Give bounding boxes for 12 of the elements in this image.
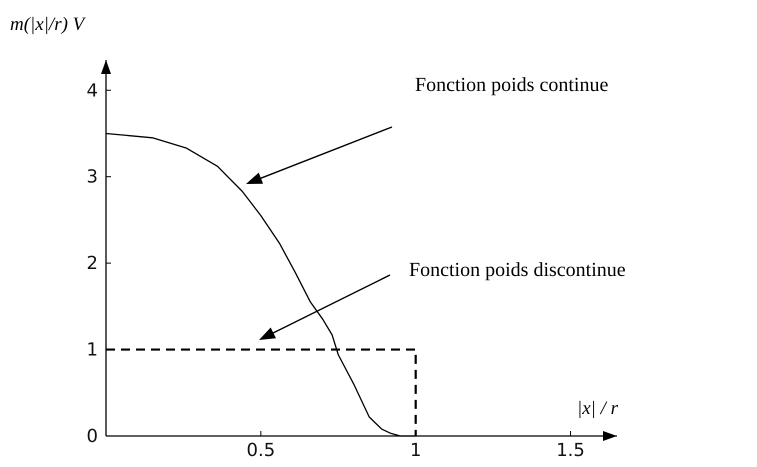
y-tick-label: 4 xyxy=(86,80,98,102)
y-tick-label: 0 xyxy=(86,426,98,447)
x-axis-title: |x| / r xyxy=(577,398,619,419)
y-tick-label: 2 xyxy=(86,253,98,274)
y-tick-label: 1 xyxy=(86,340,98,361)
y-tick-label: 3 xyxy=(86,166,98,188)
x-tick-label: 0.5 xyxy=(246,440,276,461)
x-tick-label: 1.5 xyxy=(556,440,585,461)
x-tick-label: 1 xyxy=(410,440,422,461)
annotation: Fonction poids discontinue xyxy=(409,259,626,281)
y-axis-title: m(|x|/r) V xyxy=(10,14,87,35)
annotation: Fonction poids continue xyxy=(415,74,608,96)
